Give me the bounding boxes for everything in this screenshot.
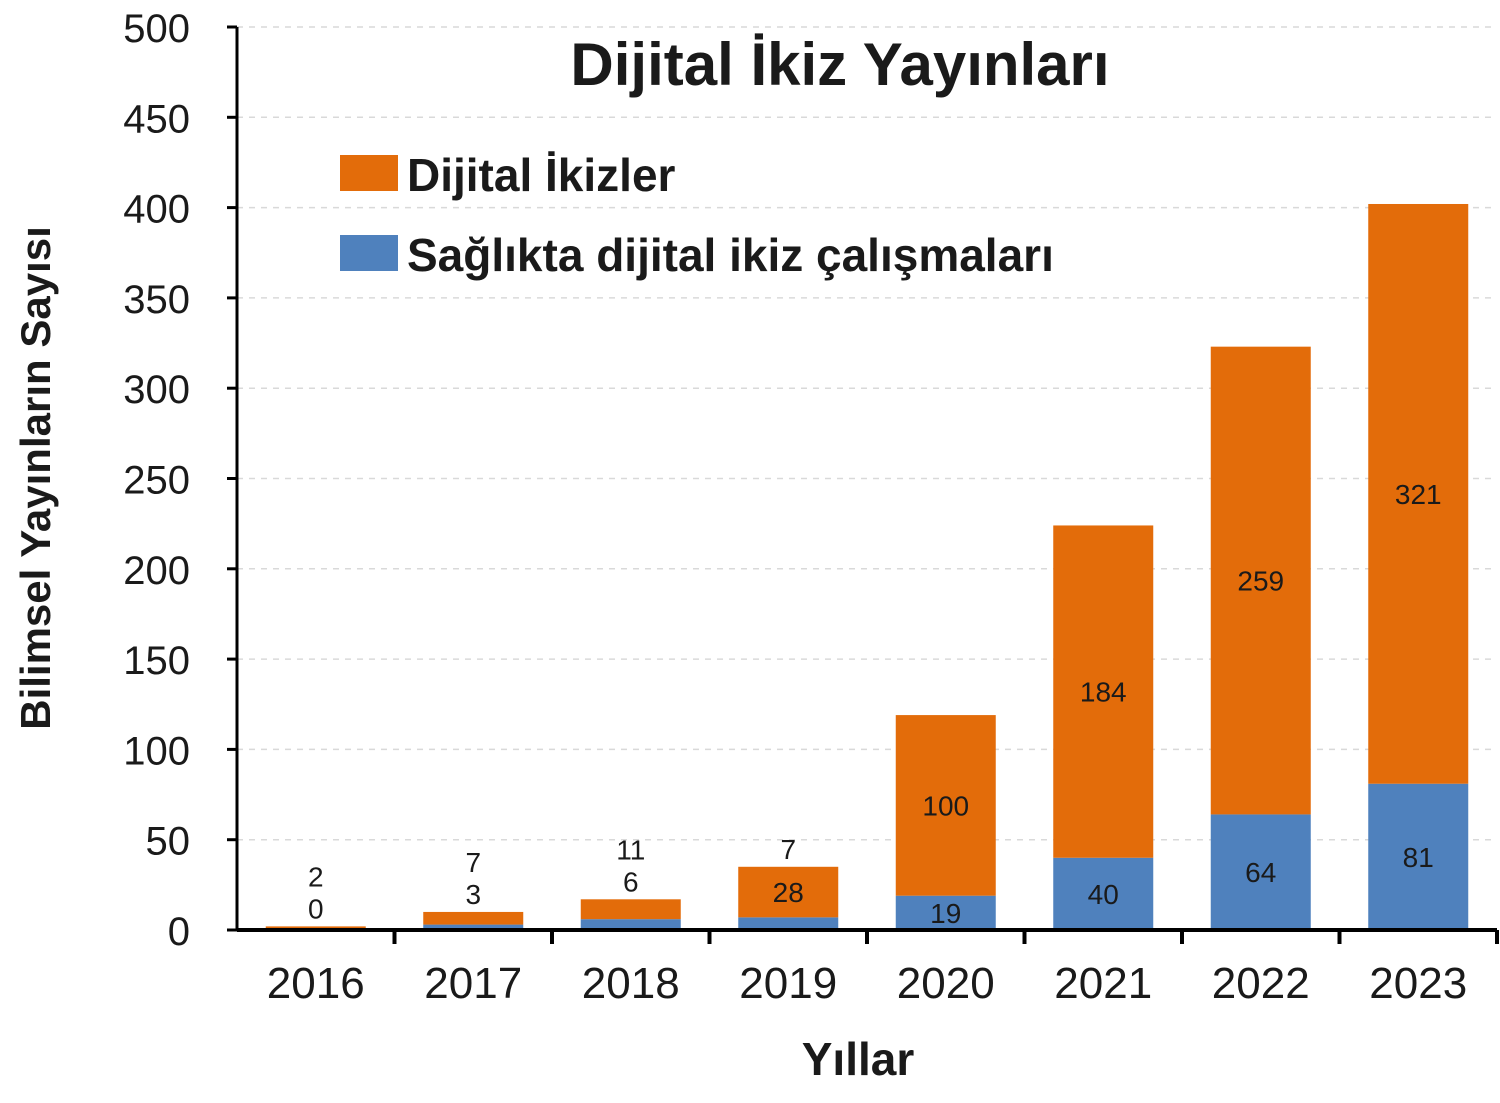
y-tick-label: 200	[123, 549, 190, 593]
bar-segment	[895, 895, 996, 930]
legend: Dijital İkizler Sağlıkta dijital ikiz çal…	[340, 149, 1054, 281]
data-label: 7	[780, 834, 796, 865]
y-tick-label: 250	[123, 459, 190, 503]
x-tick-label: 2022	[1212, 959, 1310, 1008]
data-label: 40	[1088, 879, 1119, 910]
y-tick-label: 300	[123, 368, 190, 412]
data-label: 184	[1080, 677, 1127, 708]
x-tick-label: 2023	[1369, 959, 1467, 1008]
y-tick-label: 400	[123, 188, 190, 232]
bar-segment	[738, 917, 839, 930]
bar-segment	[580, 919, 681, 930]
bar-segment	[1368, 783, 1469, 930]
data-label: 7	[465, 847, 481, 878]
y-tick-label: 50	[146, 820, 191, 864]
bar-segment	[1210, 814, 1311, 930]
bar-segment	[423, 924, 524, 930]
x-tick-label: 2016	[267, 959, 365, 1008]
y-tick-label: 350	[123, 278, 190, 322]
y-tick-label: 500	[123, 7, 190, 51]
bar-segment	[1053, 857, 1154, 930]
data-label: 2	[308, 861, 324, 892]
data-label: 19	[930, 898, 961, 929]
x-axis-label: Yıllar	[802, 1033, 915, 1085]
y-tick-label: 450	[123, 97, 190, 141]
y-tick-label: 100	[123, 729, 190, 773]
y-tick-label: 0	[168, 910, 190, 954]
data-label: 28	[773, 877, 804, 908]
data-label: 100	[922, 790, 969, 821]
data-label: 3	[465, 879, 481, 910]
x-tick-label: 2017	[424, 959, 522, 1008]
x-tick-label: 2019	[739, 959, 837, 1008]
chart-title: Dijital İkiz Yayınları	[570, 31, 1109, 98]
data-label: 11	[616, 834, 645, 865]
bar-segment	[895, 715, 996, 896]
bar-segment	[738, 866, 839, 918]
data-label: 321	[1395, 479, 1442, 510]
data-label: 0	[308, 893, 324, 924]
legend-swatch	[340, 155, 398, 191]
bar-segment	[1053, 525, 1154, 858]
data-label: 64	[1245, 857, 1276, 888]
bars	[265, 203, 1469, 930]
legend-label: Dijital İkizler	[407, 149, 676, 201]
bar-segment	[580, 899, 681, 920]
bar-segment	[1210, 346, 1311, 815]
data-label: 6	[623, 866, 639, 897]
gridlines	[237, 26, 1497, 841]
bar-segment	[423, 911, 524, 925]
legend-swatch	[340, 235, 398, 271]
data-label: 259	[1237, 566, 1284, 597]
x-tick-label: 2020	[897, 959, 995, 1008]
y-axis-label: Bilimsel Yayınların Sayısı	[12, 226, 59, 730]
y-tick-label: 150	[123, 639, 190, 683]
x-tick-label: 2018	[582, 959, 680, 1008]
bar-segment	[1368, 203, 1469, 784]
x-tick-label: 2021	[1054, 959, 1152, 1008]
legend-label: Sağlıkta dijital ikiz çalışmaları	[407, 229, 1054, 281]
data-label: 81	[1403, 842, 1434, 873]
